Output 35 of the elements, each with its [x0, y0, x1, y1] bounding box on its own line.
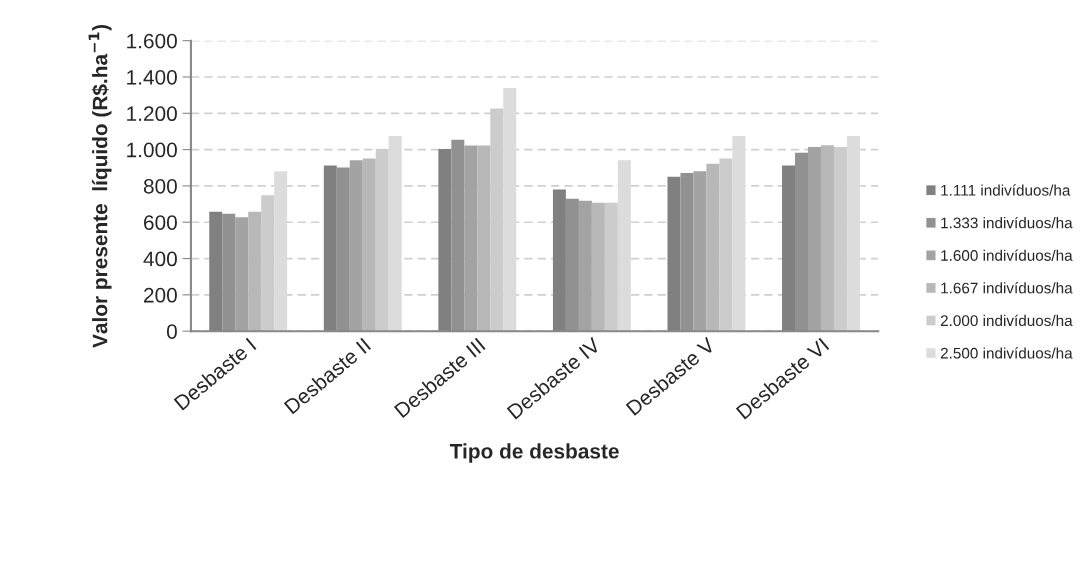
- bar: [248, 211, 262, 332]
- bar: [261, 195, 275, 332]
- y-tick-label: 1.000: [127, 142, 177, 158]
- y-axis-title: Valor presente líquido (R$.ha$^{−1}$): [88, 24, 112, 348]
- bar: [604, 202, 618, 332]
- bar: [820, 145, 834, 332]
- legend-label: 1.667 indivíduos/ha: [941, 282, 1073, 294]
- y-tick-label: 400: [143, 251, 177, 267]
- y-tick-label: 1.400: [127, 69, 177, 85]
- bar: [375, 149, 389, 332]
- bar: [807, 147, 821, 332]
- legend-label: 1.111 indivíduos/ha: [941, 184, 1071, 196]
- bar: [388, 135, 402, 332]
- bar: [578, 200, 592, 332]
- y-tick-label: 0: [166, 324, 177, 339]
- x-axis-title: Tipo de desbaste: [449, 443, 619, 463]
- y-tick-label: 600: [144, 215, 177, 230]
- y-tick-label: 1.200: [127, 106, 177, 122]
- bar: [349, 160, 363, 332]
- bar: [362, 158, 376, 332]
- bar: [693, 171, 707, 332]
- legend-label: 1.333 indivíduos/ha: [941, 216, 1073, 229]
- bar: [833, 147, 847, 332]
- bar: [719, 158, 733, 332]
- legend-label: 2.500 indivíduos/ha: [940, 347, 1073, 359]
- bar: [235, 217, 249, 332]
- legend-label: 2.000 indivíduos/ha: [940, 314, 1073, 327]
- bar: [477, 145, 491, 332]
- y-tick-label: 800: [143, 178, 177, 194]
- y-tick-label: 200: [144, 287, 177, 303]
- bar: [591, 202, 605, 332]
- legend-label: 1.600 indivíduos/ha: [941, 249, 1073, 261]
- bar: [464, 145, 478, 332]
- bar: [706, 163, 720, 332]
- y-tick-label: 1.600: [127, 33, 177, 49]
